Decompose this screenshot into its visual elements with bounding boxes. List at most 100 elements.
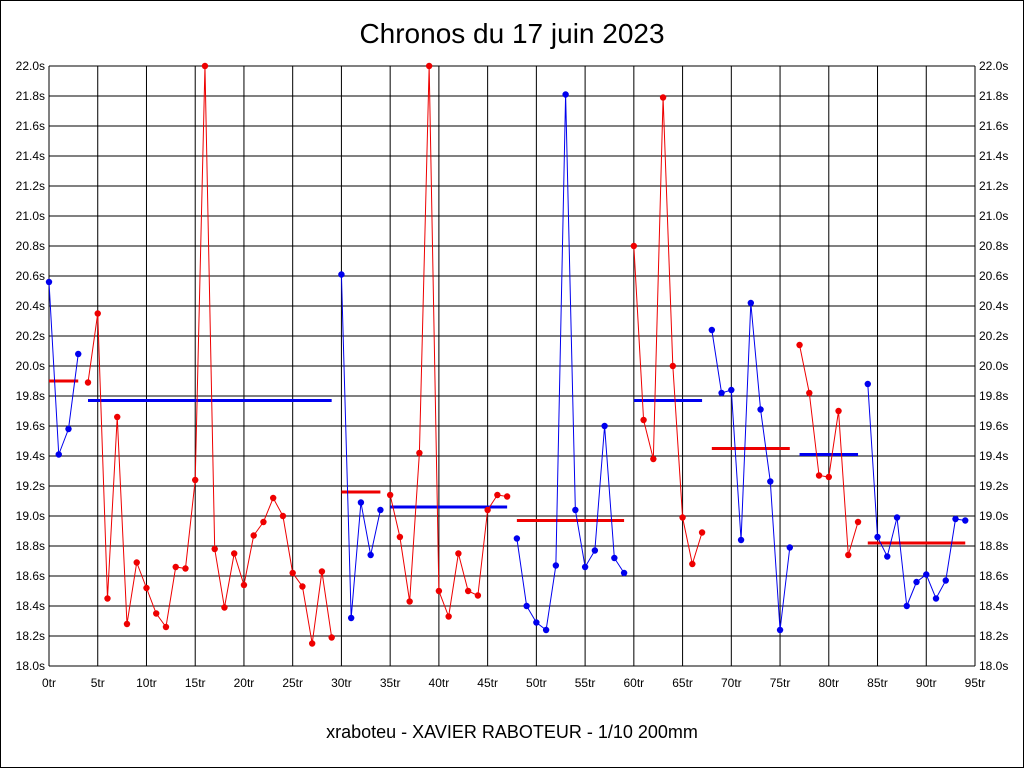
x-tick-label: 15tr bbox=[185, 676, 206, 690]
x-tick-label: 65tr bbox=[672, 676, 693, 690]
data-point bbox=[845, 551, 852, 559]
data-point bbox=[45, 278, 53, 286]
data-point bbox=[445, 613, 452, 620]
y-tick-label-right: 20.2s bbox=[979, 329, 1008, 343]
data-point bbox=[503, 493, 511, 500]
data-point bbox=[357, 499, 365, 506]
data-point bbox=[182, 565, 189, 572]
y-tick-label-left: 18.4s bbox=[16, 599, 45, 613]
grid-layer bbox=[48, 65, 976, 667]
data-point bbox=[806, 389, 813, 397]
data-point bbox=[884, 553, 891, 560]
x-tick-label: 75tr bbox=[770, 676, 791, 690]
data-point bbox=[552, 562, 560, 569]
data-point bbox=[932, 595, 940, 602]
series-line bbox=[633, 97, 703, 566]
y-tick-label-right: 19.2s bbox=[979, 479, 1008, 493]
x-tick-label: 45tr bbox=[477, 676, 498, 690]
data-point bbox=[65, 425, 72, 433]
series-line bbox=[711, 302, 791, 631]
data-point bbox=[123, 620, 131, 628]
y-tick-label-left: 19.8s bbox=[16, 389, 45, 403]
data-point bbox=[757, 406, 764, 413]
x-tick-label: 40tr bbox=[429, 676, 450, 690]
data-point bbox=[221, 604, 228, 611]
x-tick-label: 20tr bbox=[234, 676, 255, 690]
y-tick-label-left: 19.0s bbox=[16, 509, 45, 523]
y-tick-label-left: 20.2s bbox=[16, 329, 45, 343]
data-point bbox=[611, 554, 618, 562]
data-point bbox=[464, 587, 472, 595]
x-tick-label: 85tr bbox=[867, 676, 888, 690]
data-point bbox=[172, 563, 179, 571]
data-point bbox=[153, 610, 160, 617]
data-point bbox=[601, 422, 608, 430]
data-point bbox=[542, 626, 550, 634]
data-point bbox=[835, 407, 842, 415]
axis-labels-layer: 18.0s 18.0s 18.2s 18.2s 18.4s 18.4s 18.6s 18.6s… bbox=[16, 59, 1009, 690]
y-tick-label-right: 21.6s bbox=[979, 119, 1008, 133]
x-tick-label: 35tr bbox=[380, 676, 401, 690]
x-tick-label: 95tr bbox=[965, 676, 986, 690]
data-point bbox=[269, 494, 277, 502]
data-point bbox=[406, 598, 413, 605]
x-tick-label: 0tr bbox=[42, 676, 56, 690]
data-point bbox=[923, 571, 930, 578]
data-point bbox=[737, 536, 745, 544]
y-tick-label-left: 20.6s bbox=[16, 269, 45, 283]
data-point bbox=[162, 623, 170, 631]
data-point bbox=[962, 517, 969, 524]
y-tick-label-right: 18.6s bbox=[979, 569, 1008, 583]
data-point bbox=[864, 380, 871, 388]
data-point bbox=[260, 518, 267, 526]
y-tick-label-left: 20.4s bbox=[16, 299, 45, 313]
data-point bbox=[786, 544, 793, 551]
x-tick-label: 90tr bbox=[916, 676, 937, 690]
data-point bbox=[698, 529, 706, 536]
data-point bbox=[484, 506, 491, 514]
x-tick-label: 60tr bbox=[623, 676, 644, 690]
y-tick-label-left: 21.8s bbox=[16, 89, 45, 103]
data-point bbox=[474, 592, 482, 599]
y-tick-label-left: 22.0s bbox=[16, 59, 45, 73]
y-tick-label-right: 18.2s bbox=[979, 629, 1008, 643]
y-tick-label-left: 18.0s bbox=[16, 659, 45, 673]
data-point bbox=[455, 550, 462, 557]
y-tick-label-left: 18.6s bbox=[16, 569, 45, 583]
series-line bbox=[867, 383, 966, 607]
data-point bbox=[55, 451, 62, 458]
y-tick-label-left: 21.4s bbox=[16, 149, 45, 163]
data-point bbox=[231, 550, 238, 557]
data-point bbox=[913, 578, 920, 586]
data-point bbox=[630, 242, 638, 250]
data-point bbox=[299, 583, 306, 590]
data-point bbox=[591, 547, 599, 554]
data-point bbox=[942, 577, 949, 584]
y-tick-label-right: 18.0s bbox=[979, 659, 1008, 673]
chart-title: Chronos du 17 juin 2023 bbox=[359, 18, 665, 49]
y-tick-label-right: 19.8s bbox=[979, 389, 1008, 403]
data-point bbox=[533, 619, 540, 626]
y-tick-label-right: 18.4s bbox=[979, 599, 1008, 613]
data-point bbox=[952, 515, 959, 523]
x-tick-label: 50tr bbox=[526, 676, 547, 690]
data-point bbox=[679, 514, 686, 521]
data-point bbox=[893, 514, 901, 521]
y-tick-label-right: 20.6s bbox=[979, 269, 1008, 283]
data-point bbox=[513, 535, 521, 542]
data-point bbox=[854, 518, 862, 526]
data-point bbox=[143, 584, 150, 592]
y-tick-label-left: 20.0s bbox=[16, 359, 45, 373]
y-tick-label-right: 22.0s bbox=[979, 59, 1008, 73]
data-point bbox=[367, 551, 374, 559]
data-point bbox=[416, 449, 423, 457]
data-point bbox=[581, 563, 589, 571]
data-point bbox=[776, 626, 784, 634]
y-tick-label-left: 21.6s bbox=[16, 119, 45, 133]
y-tick-label-right: 21.0s bbox=[979, 209, 1008, 223]
data-point bbox=[425, 62, 433, 70]
data-point bbox=[689, 560, 696, 568]
x-tick-label: 25tr bbox=[282, 676, 303, 690]
x-tick-label: 70tr bbox=[721, 676, 742, 690]
data-point bbox=[289, 569, 296, 577]
